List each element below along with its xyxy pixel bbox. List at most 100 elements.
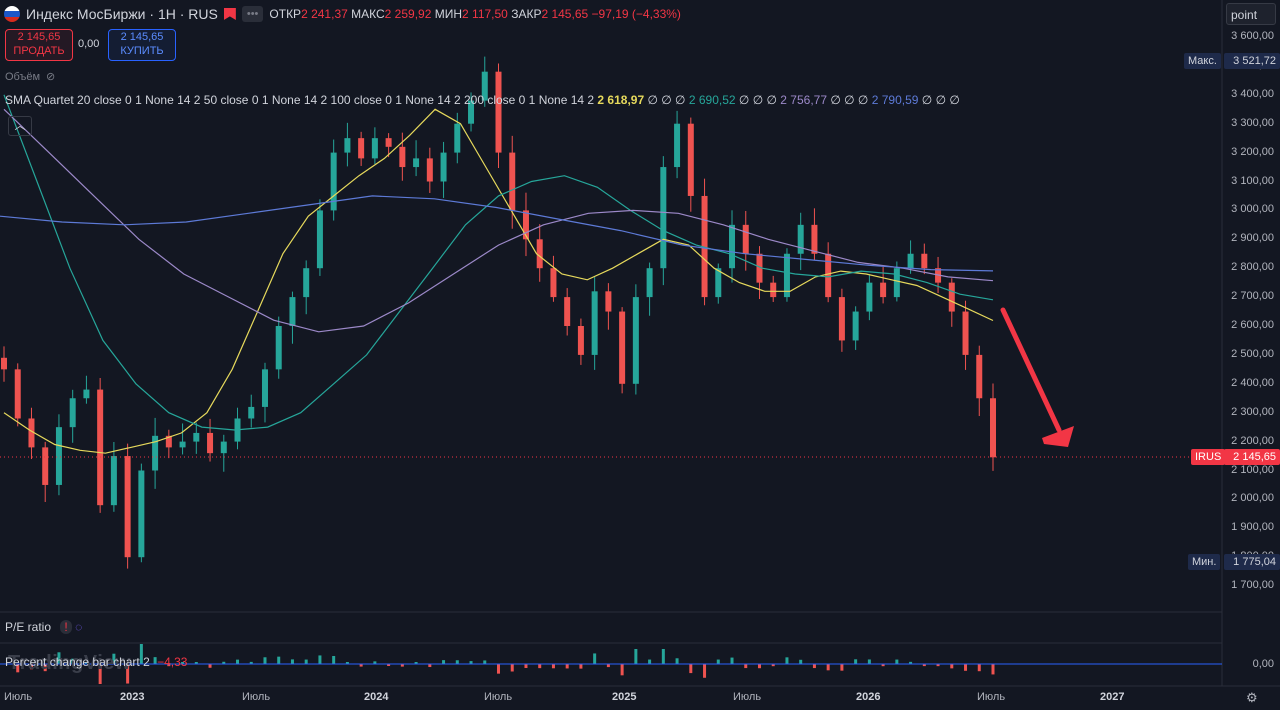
time-axis-label: Июль [242,691,271,703]
candle-body [660,167,667,269]
eye-off-icon[interactable]: ⊘ [46,71,56,83]
pct-pane-title[interactable]: Percent change bar chart 2 −4,33 [5,655,187,669]
close-label: ЗАКР [511,7,542,21]
time-axis-label: 2027 [1100,691,1125,703]
pct-change-bar [620,664,624,676]
tradingview-watermark: TradingView [8,652,131,674]
bookmark-icon[interactable] [223,8,236,20]
candle-body [261,369,268,407]
candle-body [207,432,214,454]
price-axis-label: 3 300,00 [1231,116,1274,129]
pct-change-bar [689,664,693,674]
chart-header: Индекс МосБиржи · 1H · RUS ••• ОТКР2 241… [4,6,681,22]
sma-dots-4: ∅ ∅ ∅ [921,93,960,107]
pct-change-bar [428,664,432,668]
warning-icon[interactable]: ! [60,620,72,634]
pct-change-bar [208,664,212,668]
candle-body [481,71,488,101]
price-axis-label: 2 900,00 [1231,232,1274,245]
trend-arrow[interactable] [1000,307,1074,447]
pct-change-bar [551,664,555,669]
candle-body [715,268,722,298]
collapse-legend-button[interactable]: ︿ [8,116,32,136]
candle-body [330,152,337,211]
candle-body [646,268,653,298]
volume-label: Объём [5,70,41,83]
candle-body [550,268,557,298]
max-label-tag: Макс. [1184,53,1221,69]
change-value: −97,19 (−4,33%) [591,7,681,21]
pct-change-bar [16,664,20,673]
time-axis-label: Июль [733,691,762,703]
symbol-price-tag: IRUS [1191,449,1226,465]
time-axis-label: Июль [484,691,513,703]
pct-change-bar [936,664,940,667]
candle-body [605,291,612,312]
candle-body [783,253,790,298]
candle-body [468,100,475,124]
candle-body [495,71,502,153]
settings-gear-icon[interactable]: ⚙ [1246,690,1258,705]
pct-change-bar [909,661,913,664]
buy-button[interactable]: 2 145,65 КУПИТЬ [108,29,176,61]
pct-change-bar [483,660,487,664]
sma-value-3: 2 756,77 [780,93,828,107]
price-axis-label: 2 000,00 [1231,492,1274,505]
pct-change-bar [167,664,171,667]
candle-body [509,152,516,211]
candle-body [962,311,969,355]
candle-body [344,138,351,153]
price-axis-label: 2 400,00 [1231,376,1274,389]
candle-body [948,282,955,312]
pct-change-bar [826,664,830,671]
pct-change-bar [139,644,143,664]
sma-legend[interactable]: SMA Quartet 20 close 0 1 None 14 2 50 cl… [5,93,960,107]
price-axis-label: 3 100,00 [1231,174,1274,187]
pct-change-bar [950,664,954,669]
time-axis-label: Июль [4,691,33,703]
candle-body [413,158,420,168]
price-axis-label: 3 600,00 [1231,30,1274,42]
time-axis-label: 2026 [856,691,881,703]
candle-body [55,427,62,485]
pct-change-bar [71,658,75,664]
pct-change-bar [606,664,610,668]
sell-button[interactable]: 2 145,65 ПРОДАТЬ [5,29,73,61]
pct-change-bar [757,664,761,669]
sell-label: ПРОДАТЬ [13,45,65,57]
price-axis-label: 2 700,00 [1231,290,1274,303]
sma-100-line [3,108,994,333]
symbol-title[interactable]: Индекс МосБиржи · 1H · RUS [26,6,218,22]
time-axis-label: 2023 [120,691,145,703]
pct-change-bar [579,664,583,669]
volume-legend[interactable]: Объём ⊘ [5,70,56,84]
pct-change-bar [400,664,404,667]
visibility-controls[interactable]: ••• [241,6,264,22]
candle-body [564,297,571,326]
pe-pane-title[interactable]: P/E ratio ! ◌ [5,620,82,634]
candle-body [179,441,186,448]
candle-body [399,146,406,168]
pct-change-bar [730,657,734,664]
pct-change-bar [867,659,871,664]
pct-change-bar [744,664,748,669]
pct-change-bar [991,664,995,675]
scale-mode-select[interactable]: point [1226,3,1276,25]
pct-change-bar [194,662,198,664]
min-label-tag: Мин. [1188,554,1221,570]
candle-body [152,435,159,471]
pct-change-bar [373,661,377,664]
candle-body [316,210,323,269]
pct-change-bar [84,662,88,664]
pct-change-bar [263,657,267,664]
candle-body [385,138,392,147]
pct-change-bar [922,664,926,667]
candle-body [110,456,117,506]
pct-change-bar [593,653,597,664]
open-value: 2 241,37 [301,7,348,21]
pct-change-bar [771,664,775,667]
pct-change-bar [236,659,240,664]
pct-change-bar [57,652,61,664]
candle-body [687,123,694,196]
